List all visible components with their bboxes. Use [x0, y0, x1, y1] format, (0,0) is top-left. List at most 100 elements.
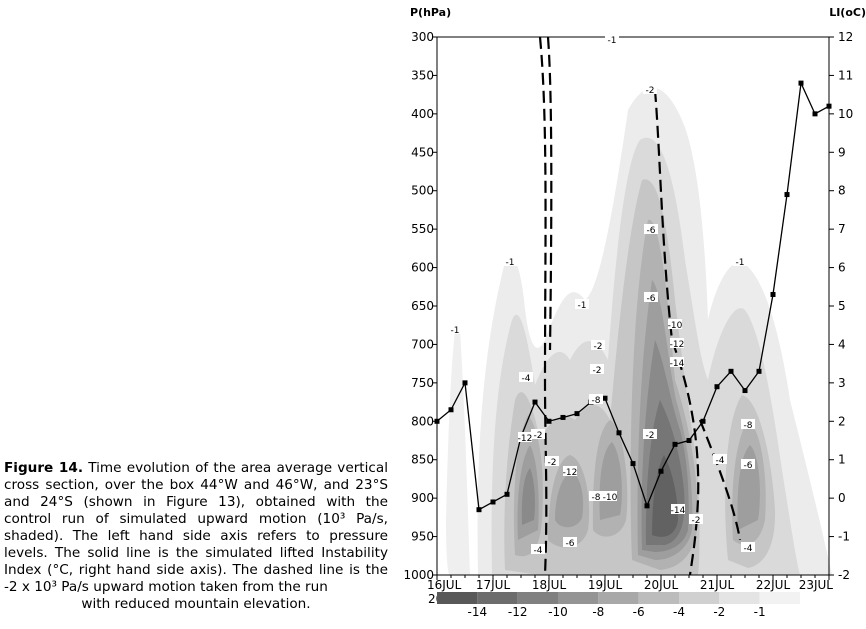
lifted-index-point	[672, 441, 678, 447]
contour-label-bg	[643, 84, 657, 94]
colorbar-swatch	[638, 592, 679, 604]
lifted-index-point	[826, 103, 832, 109]
lifted-index-point	[700, 418, 706, 424]
contour-label: -14	[671, 506, 686, 516]
colorbar-swatch	[517, 592, 558, 604]
contour-label: -1	[736, 258, 745, 268]
shade-region	[652, 455, 678, 537]
colorbar-label: -14	[468, 605, 488, 619]
contour-label-bg	[591, 340, 605, 350]
colorbar-swatch	[719, 592, 760, 604]
left-tick-label: 750	[411, 376, 434, 390]
contour-label: -2	[692, 516, 701, 526]
contour-label: -1	[506, 258, 515, 268]
contour-label-bg	[589, 491, 603, 501]
caption-label: Figure 14.	[4, 460, 83, 476]
left-tick-label: 650	[411, 299, 434, 313]
colorbar-label: -6	[633, 605, 645, 619]
colorbar-label: -4	[673, 605, 685, 619]
colorbar-swatch	[598, 592, 639, 604]
left-axis-title: P(hPa)	[410, 6, 451, 19]
contour-label: -2	[593, 366, 602, 376]
right-tick-label: -2	[838, 568, 850, 582]
caption-text: Time evolution of the area average verti…	[4, 460, 388, 595]
lifted-index-point	[560, 414, 566, 420]
lifted-index-point	[686, 438, 692, 443]
lifted-index-point	[434, 418, 440, 424]
colorbar-label: -1	[754, 605, 766, 619]
contour-label-bg	[741, 459, 755, 469]
right-tick-label: 1	[838, 453, 846, 467]
lifted-index-point	[756, 368, 762, 374]
left-tick-label: 1000	[403, 568, 434, 582]
contour-label: -4	[744, 544, 753, 554]
contour-label: -2	[646, 431, 655, 441]
colorbar-swatch	[558, 592, 599, 604]
shade-region	[521, 468, 535, 525]
contour-labels: -1 -1 -1 -1 -1 -2 -2 -2 -2 -2 -2 -2 -4 -4 -4 -4 -6 -6 -6 -6…	[448, 34, 755, 556]
contour-label-bg	[671, 504, 685, 514]
contour-label-bg	[575, 299, 589, 309]
contour-label-bg	[448, 324, 462, 334]
figure-caption: Figure 14. Time evolution of the area av…	[4, 460, 388, 613]
contour-label-bg	[503, 256, 517, 266]
contour-label: -4	[534, 546, 543, 556]
contour-label: -2	[548, 458, 557, 468]
contour-label-bg	[689, 514, 703, 524]
left-tick-label: 550	[411, 222, 434, 236]
lifted-index-series	[434, 80, 832, 513]
x-tick-label: 17JUL	[476, 578, 511, 592]
x-tick-label: 20JUL	[644, 578, 679, 592]
contour-label: -2	[534, 431, 543, 441]
contour-label-bg	[603, 491, 617, 501]
x-axis-ticks: 16JUL 17JUL 18JUL 19JUL 20JUL 21JUL 22JUL 23JUL	[427, 575, 833, 592]
colorbar-swatch	[477, 592, 518, 604]
colorbar-label: -2	[713, 605, 725, 619]
contour-label: -10	[603, 493, 618, 503]
lifted-index-point	[714, 384, 720, 390]
right-tick-label: 9	[838, 145, 846, 159]
contour-label-bg	[741, 419, 755, 429]
colorbar-label: -12	[508, 605, 528, 619]
contour-label-bg	[590, 364, 604, 374]
contour-label: -2	[594, 342, 603, 352]
left-tick-label: 350	[411, 68, 434, 82]
left-tick-label: 500	[411, 184, 434, 198]
right-tick-label: 6	[838, 261, 846, 275]
right-tick-label: 2	[838, 414, 846, 428]
lifted-index-point	[490, 499, 496, 505]
contour-label-bg	[519, 372, 533, 382]
lifted-index-point	[574, 411, 580, 417]
contour-label: -12	[563, 468, 578, 478]
contour-label: -1	[578, 301, 587, 311]
shade-region	[555, 472, 584, 528]
left-tick-label: 850	[411, 453, 434, 467]
contour-label-bg	[563, 466, 577, 476]
right-axis-title: LI(oC)	[829, 6, 866, 19]
contour-label-bg	[733, 256, 747, 266]
right-tick-label: 10	[838, 107, 853, 121]
contour-label: -10	[668, 321, 683, 331]
left-tick-label: 450	[411, 145, 434, 159]
contour-label: -12	[670, 340, 685, 350]
colorbar-label: -8	[592, 605, 604, 619]
right-tick-label: 12	[838, 30, 853, 44]
lifted-index-point	[546, 418, 552, 424]
lifted-index-point	[784, 192, 790, 198]
contour-label: -8	[592, 493, 601, 503]
x-tick-label: 22JUL	[756, 578, 791, 592]
contour-label: -6	[744, 461, 753, 471]
contour-label-bg	[518, 432, 532, 442]
left-tick-label: 300	[411, 30, 434, 44]
right-tick-label: 11	[838, 68, 853, 82]
left-tick-label: 800	[411, 414, 434, 428]
dashed-reduced-mountain-line	[698, 419, 742, 541]
contour-label-bg	[643, 429, 657, 439]
lifted-index-point	[476, 507, 482, 513]
contour-label: -8	[592, 396, 601, 406]
right-tick-label: 4	[838, 337, 846, 351]
lifted-index-point	[504, 491, 510, 497]
x-tick-label: 18JUL	[532, 578, 567, 592]
